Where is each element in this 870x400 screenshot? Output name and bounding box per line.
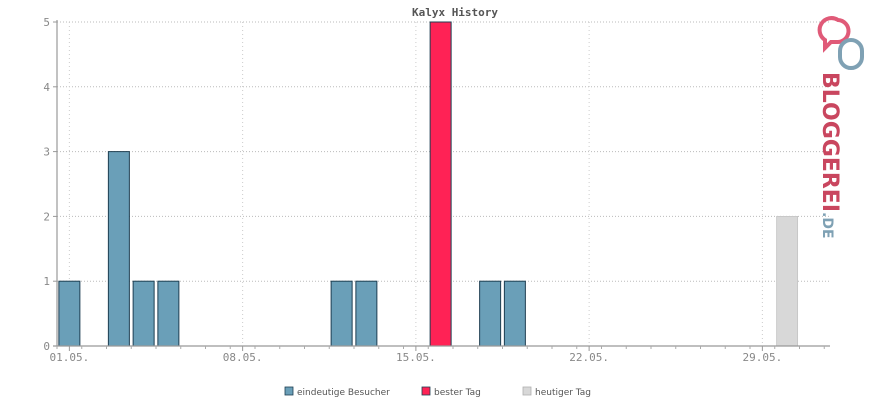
legend-label: bester Tag xyxy=(434,388,481,398)
axes xyxy=(53,20,830,351)
bar-heutiger-tag-0 xyxy=(776,215,799,347)
x-tick-label: 08.05. xyxy=(223,351,263,364)
y-tick-label: 0 xyxy=(43,340,50,353)
legend-label: eindeutige Besucher xyxy=(297,388,390,398)
y-tick-label: 3 xyxy=(43,146,50,159)
chart-title: Kalyx History xyxy=(412,6,498,19)
bar-eindeutige-besucher-5 xyxy=(355,280,378,347)
bar-eindeutige-besucher-0 xyxy=(58,280,81,347)
x-tick-label: 22.05. xyxy=(569,351,609,364)
bloggerei-logo: BLOGGEREI.DE xyxy=(817,16,864,239)
y-tick-labels: 0 1 2 3 4 5 xyxy=(43,16,50,353)
legend-swatch xyxy=(284,386,294,396)
legend-label: heutiger Tag xyxy=(535,388,591,398)
y-tick-label: 5 xyxy=(43,16,50,29)
bloggerei-logo-icon xyxy=(817,16,864,70)
bar-bester-tag-0 xyxy=(429,21,452,347)
x-tick-label: 15.05. xyxy=(396,351,436,364)
y-tick-label: 4 xyxy=(43,81,50,94)
bar-eindeutige-besucher-2 xyxy=(132,280,155,347)
x-tick-labels: 01.05. 08.05. 15.05. 22.05. 29.05. xyxy=(50,351,783,364)
bar-eindeutige-besucher-1 xyxy=(107,151,130,347)
bloggerei-logo-text: BLOGGEREI.DE xyxy=(817,72,842,239)
bars xyxy=(58,21,799,347)
legend-swatch xyxy=(421,386,431,396)
bar-eindeutige-besucher-4 xyxy=(330,280,353,347)
bar-eindeutige-besucher-3 xyxy=(157,280,180,347)
y-tick-label: 1 xyxy=(43,275,50,288)
x-tick-label: 29.05. xyxy=(743,351,783,364)
y-tick-label: 2 xyxy=(43,210,50,223)
x-tick-label: 01.05. xyxy=(50,351,90,364)
bar-eindeutige-besucher-7 xyxy=(503,280,526,347)
legend: eindeutige Besucher bester Tag heutiger Ta… xyxy=(284,386,591,398)
bar-eindeutige-besucher-6 xyxy=(479,280,502,347)
legend-swatch xyxy=(522,386,532,396)
